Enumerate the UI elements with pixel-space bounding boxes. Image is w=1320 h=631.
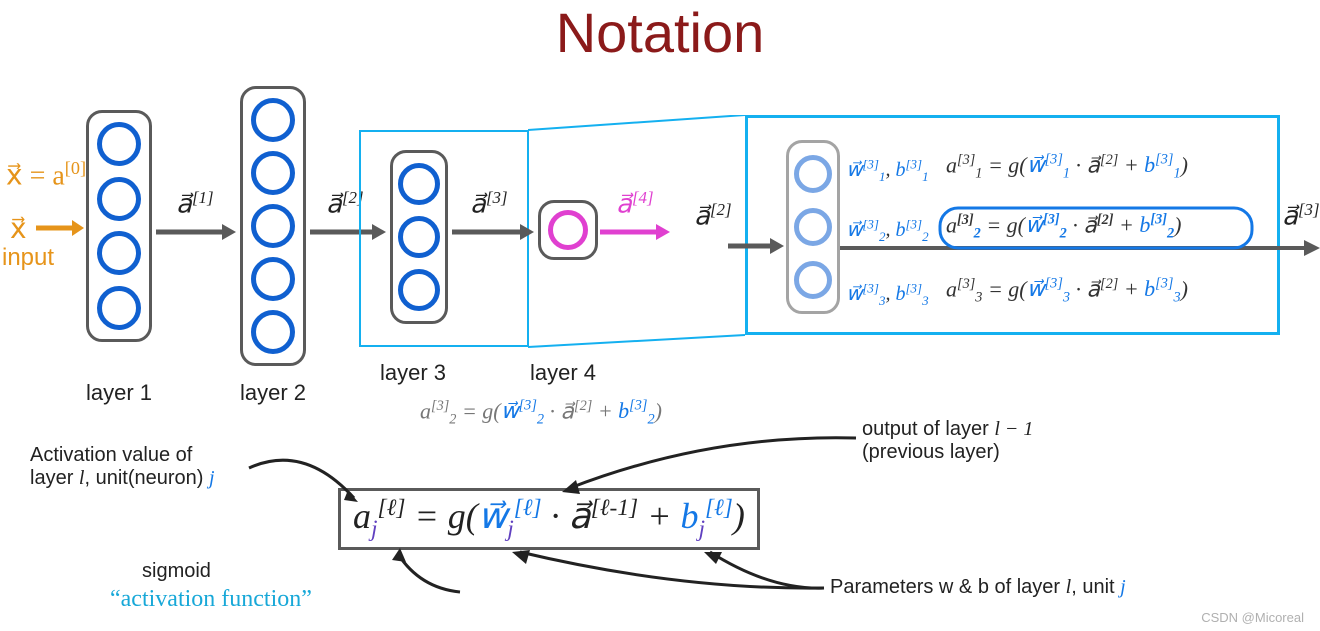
layer-3-label: layer 3 (380, 360, 446, 386)
neuron (251, 310, 295, 354)
anno-sigmoid: sigmoid (142, 560, 211, 583)
layer-2-box (240, 86, 306, 366)
arrow-3-label: a⃗[3] (470, 188, 508, 220)
anno-arrow-icon (560, 432, 860, 502)
layer-3-box (390, 150, 448, 324)
anno-params: Parameters w & b of layer l, unit j (830, 576, 1126, 599)
anno-arrow-icon (390, 548, 470, 598)
input-arrow-icon (36, 218, 84, 238)
arrow-icon (452, 222, 534, 242)
arrow-2-label: a⃗[2] (326, 188, 364, 220)
detail-input-label: a⃗[2] (694, 200, 732, 232)
neuron (97, 286, 141, 330)
neuron (251, 204, 295, 248)
layer-2-label: layer 2 (240, 380, 306, 406)
neuron-output (548, 210, 588, 250)
neuron (251, 98, 295, 142)
neuron (398, 269, 440, 311)
neuron (97, 231, 141, 275)
page-title: Notation (556, 0, 765, 65)
arrow-icon (156, 222, 236, 242)
anno-activation-value: Activation value of layer l, unit(neuron… (30, 444, 215, 490)
detail-param-1: w⃗[3]1, b[3]1 (846, 156, 929, 185)
neuron (794, 208, 832, 246)
layer-4-label: layer 4 (530, 360, 596, 386)
neuron (794, 155, 832, 193)
neuron (398, 163, 440, 205)
anno-arrow-icon (244, 448, 364, 508)
arrow-icon (600, 222, 670, 242)
watermark: CSDN @Micoreal (1201, 610, 1304, 625)
layer-1-label: layer 1 (86, 380, 152, 406)
detail-eq-1: a[3]1 = g(w⃗[3]1 · a⃗[2] + b[3]1) (946, 152, 1188, 183)
neuron (251, 151, 295, 195)
layer-4-box (538, 200, 598, 260)
neuron (251, 257, 295, 301)
circle-annotation-icon (936, 204, 1256, 252)
input-label: input (2, 244, 54, 272)
detail-eq-3: a[3]3 = g(w⃗[3]3 · a⃗[2] + b[3]3) (946, 276, 1188, 307)
anno-activation-function: “activation function” (110, 586, 312, 613)
arrow-4-label: a⃗[4] (616, 188, 654, 220)
neuron (794, 261, 832, 299)
neuron (97, 177, 141, 221)
detail-param-2: w⃗[3]2, b[3]2 (846, 216, 929, 245)
input-x: x⃗ (10, 212, 27, 245)
neuron (97, 122, 141, 166)
anno-output-prev: output of layer l − 1 (previous layer) (862, 418, 1033, 464)
layer-1-box (86, 110, 152, 342)
arrow-icon (728, 236, 784, 256)
detail-layer-box (786, 140, 840, 314)
input-eq: x⃗ = a[0] (6, 158, 86, 192)
detail-output-label: a⃗[3] (1282, 200, 1320, 232)
arrow-1-label: a⃗[1] (176, 188, 214, 220)
center-equation: a[3]2 = g(w⃗[3]2 · a⃗[2] + b[3]2) (420, 398, 662, 429)
neuron (398, 216, 440, 258)
anno-arrow-icon (700, 548, 830, 598)
detail-param-3: w⃗[3]3, b[3]3 (846, 280, 929, 309)
